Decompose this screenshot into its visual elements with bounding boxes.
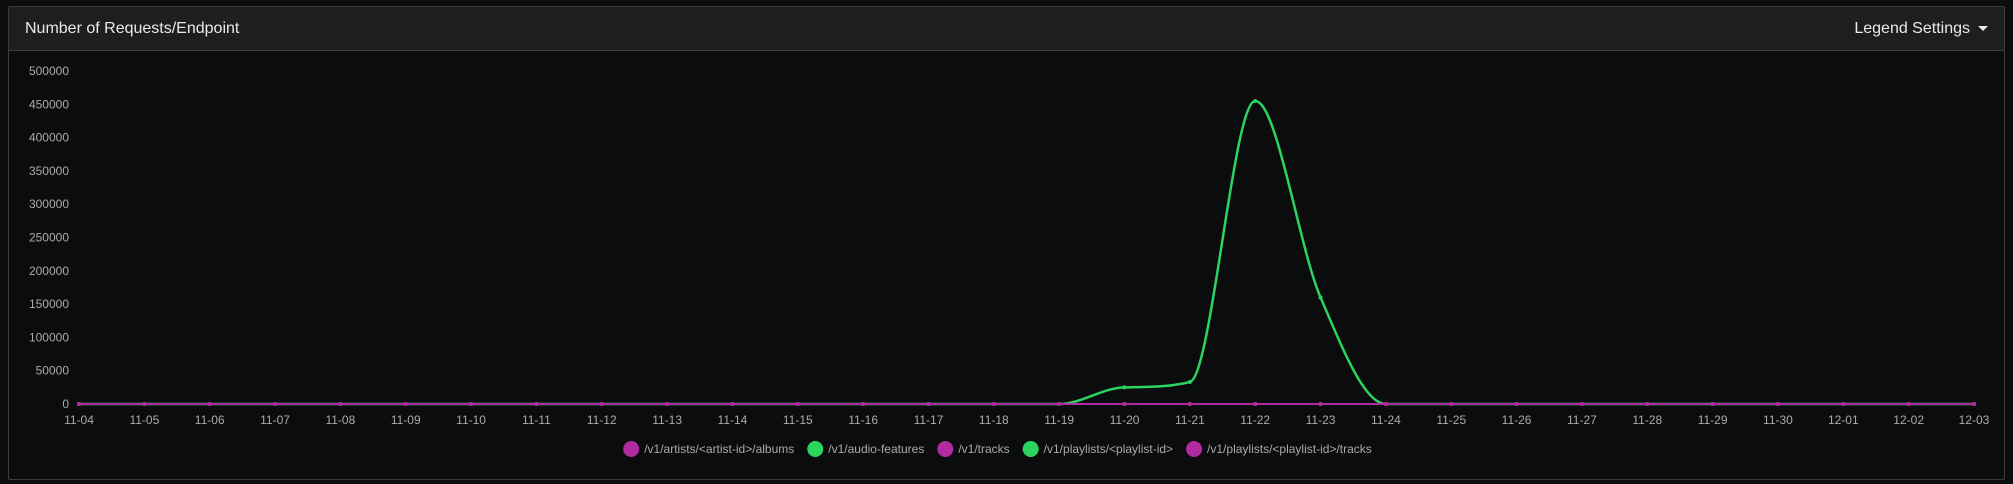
x-tick-label: 11-29 [1698, 413, 1728, 427]
data-point [77, 402, 81, 406]
data-point [469, 402, 474, 406]
data-point [1775, 402, 1780, 406]
legend-marker [1186, 441, 1203, 457]
data-point [207, 402, 212, 406]
data-point [1187, 380, 1192, 385]
x-tick-label: 11-10 [456, 413, 486, 427]
data-point [1383, 402, 1388, 406]
data-point [861, 402, 866, 406]
y-tick-label: 500000 [29, 64, 69, 78]
x-tick-label: 11-25 [1436, 413, 1466, 427]
y-tick-label: 350000 [29, 164, 69, 178]
x-tick-label: 11-07 [260, 413, 290, 427]
y-tick-label: 50000 [36, 364, 70, 378]
data-point [1906, 402, 1911, 406]
data-point [1579, 402, 1584, 406]
data-point [1841, 402, 1846, 406]
panel-title: Number of Requests/Endpoint [25, 19, 240, 37]
y-tick-label: 200000 [29, 264, 69, 278]
x-tick-label: 12-02 [1893, 413, 1924, 427]
x-tick-label: 11-15 [783, 413, 813, 427]
y-tick-label: 0 [62, 397, 69, 411]
x-tick-label: 11-26 [1502, 413, 1532, 427]
data-point [1057, 402, 1062, 406]
data-point [1187, 402, 1192, 406]
x-tick-label: 11-27 [1567, 413, 1597, 427]
caret-down-icon [1978, 26, 1988, 31]
x-tick-label: 12-01 [1828, 413, 1859, 427]
x-tick-label: 11-11 [522, 413, 551, 427]
data-point [142, 402, 147, 406]
x-tick-label: 11-13 [652, 413, 682, 427]
x-tick-label: 11-06 [195, 413, 225, 427]
data-point [273, 402, 278, 406]
x-tick-label: 11-21 [1175, 413, 1205, 427]
legend-marker [807, 441, 824, 457]
legend-settings-button[interactable]: Legend Settings [1854, 20, 1988, 38]
data-point [1972, 402, 1976, 406]
y-tick-label: 250000 [29, 231, 69, 245]
x-tick-label: 11-28 [1632, 413, 1662, 427]
data-point [534, 402, 539, 406]
data-point [403, 402, 408, 406]
y-tick-label: 300000 [29, 197, 69, 211]
x-tick-label: 11-04 [64, 413, 94, 427]
data-point [1645, 402, 1650, 406]
data-point [599, 402, 604, 406]
data-point [730, 402, 735, 406]
data-point [338, 402, 343, 406]
legend-marker [1022, 441, 1039, 457]
legend-label: /v1/playlists/<playlist-id>/tracks [1207, 442, 1372, 456]
x-tick-label: 11-30 [1763, 413, 1793, 427]
x-tick-label: 11-12 [587, 413, 617, 427]
data-point [1449, 402, 1454, 406]
data-point [1253, 98, 1258, 103]
data-point [795, 402, 800, 406]
x-tick-label: 11-18 [979, 413, 1009, 427]
x-tick-label: 11-14 [718, 413, 748, 427]
data-point [1318, 295, 1323, 300]
x-tick-label: 11-05 [129, 413, 159, 427]
x-tick-label: 11-22 [1240, 413, 1270, 427]
data-point [1122, 385, 1127, 390]
data-point [926, 402, 931, 406]
data-point [1710, 402, 1715, 406]
chart-panel: Number of Requests/Endpoint Legend Setti… [8, 6, 2005, 480]
data-point [1514, 402, 1519, 406]
legend-label: /v1/audio-features [828, 442, 924, 456]
legend-label: /v1/tracks [958, 442, 1009, 456]
x-tick-label: 11-17 [914, 413, 944, 427]
y-tick-label: 400000 [29, 131, 69, 145]
legend-marker [623, 441, 640, 457]
legend-label: /v1/artists/<artist-id>/albums [644, 442, 794, 456]
x-tick-label: 11-20 [1110, 413, 1140, 427]
legend-settings-label: Legend Settings [1854, 19, 1970, 37]
legend-label: /v1/playlists/<playlist-id> [1044, 442, 1173, 456]
data-point [1253, 402, 1258, 406]
data-point [1318, 402, 1323, 406]
data-point [1122, 402, 1127, 406]
panel-header: Number of Requests/Endpoint Legend Setti… [9, 7, 2004, 51]
x-tick-label: 11-24 [1371, 413, 1401, 427]
x-tick-label: 11-08 [325, 413, 355, 427]
series-line [78, 99, 1974, 406]
legend-marker [937, 441, 954, 457]
x-tick-label: 12-03 [1959, 413, 1990, 427]
y-tick-label: 450000 [29, 97, 69, 111]
x-tick-label: 11-09 [391, 413, 421, 427]
y-tick-label: 150000 [29, 297, 69, 311]
x-tick-label: 11-16 [848, 413, 878, 427]
y-tick-label: 100000 [29, 330, 69, 344]
data-point [665, 402, 670, 406]
x-tick-label: 11-19 [1044, 413, 1074, 427]
x-tick-label: 11-23 [1306, 413, 1336, 427]
data-point [991, 402, 996, 406]
